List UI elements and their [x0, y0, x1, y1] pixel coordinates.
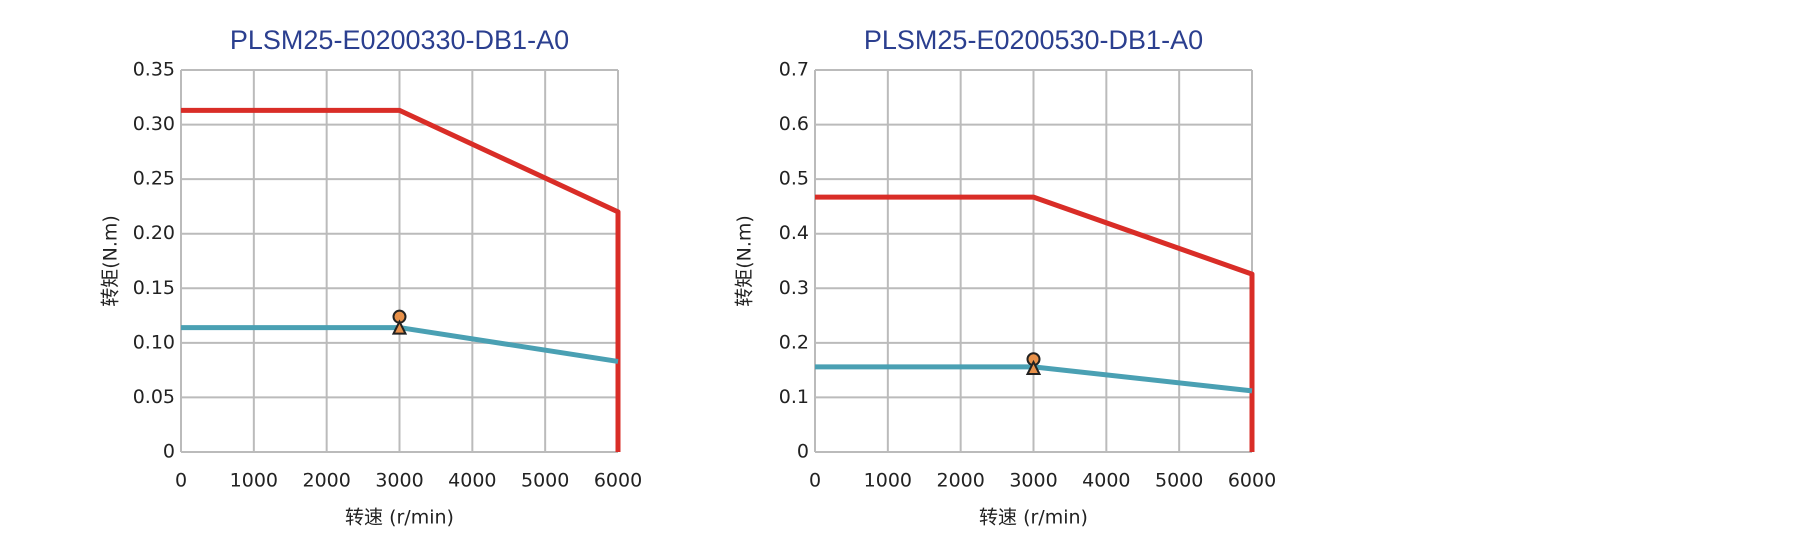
marker-triangle [391, 319, 408, 335]
x-tick-label: 3000 [375, 470, 423, 492]
chart-title: PLSM25-E0200330-DB1-A0 [230, 25, 569, 55]
y-tick-label: 0.1 [779, 386, 809, 408]
y-tick-label: 0 [163, 441, 175, 463]
x-tick-label: 5000 [521, 470, 569, 492]
marker-triangle [1025, 359, 1042, 376]
x-tick-label: 3000 [1009, 470, 1057, 492]
x-axis-title: 转速 (r/min) [345, 507, 454, 529]
y-axis-title: 转矩(N.m) [100, 215, 122, 307]
x-tick-label: 1000 [230, 470, 278, 492]
chart-title: PLSM25-E0200530-DB1-A0 [864, 25, 1203, 55]
y-tick-label: 0.2 [779, 331, 809, 353]
x-tick-label: 2000 [302, 470, 350, 492]
y-tick-label: 0.30 [133, 113, 175, 135]
x-tick-label: 5000 [1155, 470, 1203, 492]
y-tick-label: 0.7 [779, 59, 809, 81]
series-line [181, 107, 621, 452]
y-tick-label: 0.6 [779, 113, 809, 135]
x-tick-label: 2000 [936, 470, 984, 492]
y-tick-label: 0.20 [133, 222, 175, 244]
x-tick-label: 0 [809, 470, 821, 492]
x-tick-label: 6000 [1228, 470, 1276, 492]
y-axis-title: 转矩(N.m) [734, 215, 756, 307]
x-tick-label: 6000 [594, 470, 642, 492]
y-tick-label: 0.10 [133, 331, 175, 353]
y-tick-label: 0.5 [779, 168, 809, 190]
y-tick-label: 0.05 [133, 386, 175, 408]
x-tick-label: 1000 [864, 470, 912, 492]
y-tick-label: 0.3 [779, 277, 809, 299]
y-tick-label: 0.25 [133, 168, 175, 190]
y-tick-label: 0 [797, 441, 809, 463]
y-tick-label: 0.15 [133, 277, 175, 299]
y-tick-label: 0.35 [133, 59, 175, 81]
series-line [815, 194, 1255, 452]
x-tick-label: 0 [175, 470, 187, 492]
x-axis-title: 转速 (r/min) [979, 507, 1088, 529]
y-tick-label: 0.4 [779, 222, 809, 244]
x-tick-label: 4000 [1082, 470, 1130, 492]
x-tick-label: 4000 [448, 470, 496, 492]
